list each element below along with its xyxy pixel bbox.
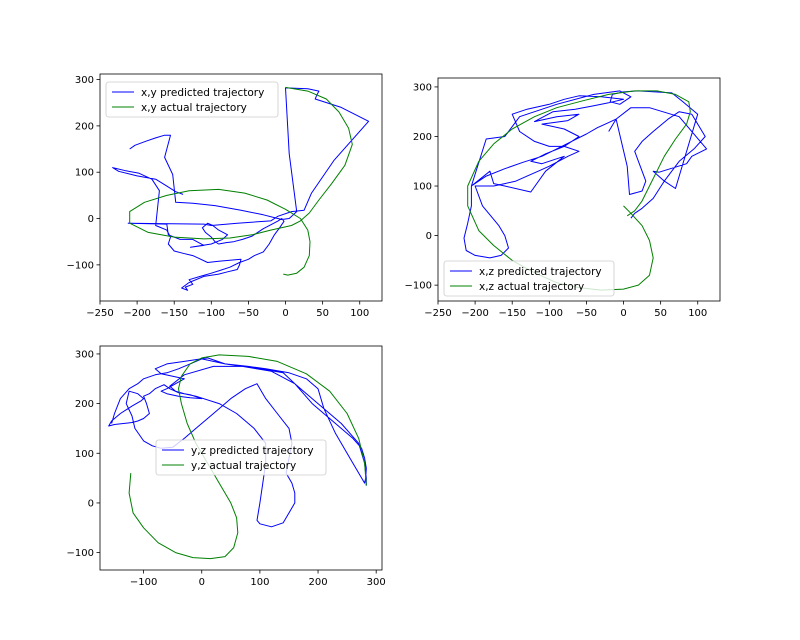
axes-frame bbox=[437, 77, 721, 302]
x-tick-label: −200 bbox=[123, 308, 150, 319]
x-tick-label: −250 bbox=[424, 308, 451, 319]
legend-label-1: x,y predicted trajectory bbox=[141, 87, 264, 99]
x-tick-label: −250 bbox=[86, 308, 113, 319]
y-tick-label: 300 bbox=[75, 349, 94, 360]
x-tick-label: −150 bbox=[160, 308, 187, 319]
series-line-1 bbox=[112, 87, 370, 291]
subplot-2: −250 −200 −150 −100 −50 0 50 100 −100 0 100 200 300 x… bbox=[405, 77, 721, 319]
x-tick-label: −100 bbox=[198, 308, 225, 319]
x-tick-label: 50 bbox=[316, 308, 329, 319]
x-tick-label: −100 bbox=[536, 308, 563, 319]
legend-label-1: x,z predicted trajectory bbox=[479, 266, 602, 278]
axes-frame bbox=[99, 73, 383, 302]
subplot-1: −250 −200 −150 −100 −50 0 50 100 −100 0 100 200 300 x… bbox=[67, 73, 383, 319]
series-line-2 bbox=[467, 90, 691, 291]
x-tick-label: 200 bbox=[308, 577, 327, 588]
x-tick-label: 0 bbox=[199, 577, 205, 588]
x-tick-label: −100 bbox=[130, 577, 157, 588]
y-tick-label: −100 bbox=[405, 281, 432, 292]
y-tick-label: 0 bbox=[88, 214, 94, 225]
y-tick-label: 100 bbox=[75, 168, 94, 179]
y-tick-label: −100 bbox=[67, 260, 94, 271]
y-tick-label: 300 bbox=[75, 75, 94, 86]
legend-label-2: x,z actual trajectory bbox=[479, 281, 584, 293]
y-tick-label: 200 bbox=[413, 132, 432, 143]
legend: x,y predicted trajectory x,y actual traje… bbox=[105, 81, 279, 118]
legend: y,z predicted trajectory y,z actual traje… bbox=[155, 439, 327, 476]
x-tick-label: 0 bbox=[282, 308, 288, 319]
legend: x,z predicted trajectory x,z actual traje… bbox=[443, 260, 615, 297]
x-tick-label: −50 bbox=[576, 308, 597, 319]
series-line-1 bbox=[463, 90, 708, 259]
x-tick-label: −150 bbox=[498, 308, 525, 319]
x-tick-label: 300 bbox=[367, 577, 386, 588]
legend-label-1: y,z predicted trajectory bbox=[191, 445, 314, 457]
axes-frame bbox=[99, 345, 383, 571]
x-tick-label: 100 bbox=[350, 308, 369, 319]
x-tick-label: −200 bbox=[461, 308, 488, 319]
y-tick-label: 200 bbox=[75, 121, 94, 132]
y-tick-label: 200 bbox=[75, 399, 94, 410]
y-tick-label: 0 bbox=[426, 231, 432, 242]
legend-label-2: y,z actual trajectory bbox=[191, 460, 296, 472]
x-tick-label: 50 bbox=[654, 308, 667, 319]
y-tick-label: 0 bbox=[88, 498, 94, 509]
x-tick-label: 0 bbox=[620, 308, 626, 319]
y-tick-label: 100 bbox=[75, 449, 94, 460]
y-tick-label: 300 bbox=[413, 82, 432, 93]
legend-box bbox=[105, 81, 279, 118]
series-line-2 bbox=[129, 86, 353, 276]
legend-box bbox=[155, 439, 327, 476]
legend-box bbox=[443, 260, 615, 297]
y-tick-label: 100 bbox=[413, 182, 432, 193]
y-tick-label: −100 bbox=[67, 548, 94, 559]
x-tick-label: 100 bbox=[250, 577, 269, 588]
x-tick-label: −50 bbox=[238, 308, 259, 319]
legend-label-2: x,y actual trajectory bbox=[141, 102, 247, 114]
x-tick-label: 100 bbox=[688, 308, 707, 319]
subplot-3: −100 0 100 200 300 −100 0 100 200 300 y,z predicte… bbox=[67, 345, 386, 588]
